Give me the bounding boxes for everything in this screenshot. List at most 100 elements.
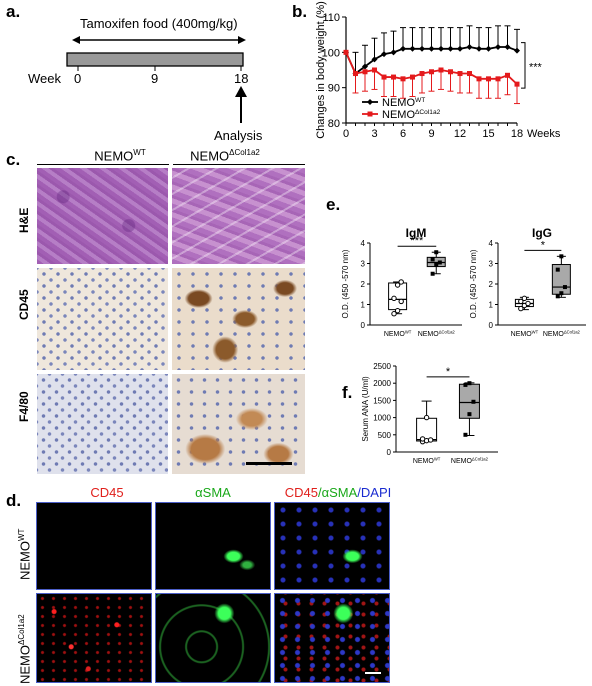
- analysis-label: Analysis: [214, 128, 263, 143]
- fluor-cd45-ko: [36, 593, 152, 683]
- he-image-ko: [172, 168, 305, 264]
- legend-label-wt-sup: WT: [415, 97, 425, 104]
- legend-label-wt: NEMOWT: [382, 97, 425, 109]
- legend-label-ko: NEMOΔCol1a2: [382, 109, 441, 121]
- significance-label: *: [446, 366, 451, 378]
- data-point-ko: [372, 67, 377, 73]
- column-header-cd45: CD45: [90, 485, 124, 500]
- he-image-wt: [37, 168, 168, 264]
- x-category-label-1: NEMOΔCol1a2: [418, 330, 456, 338]
- data-point: [430, 271, 435, 276]
- data-point: [423, 414, 430, 421]
- x-category-label-1: NEMOΔCol1a2: [451, 457, 489, 465]
- x-tick-label: 0: [343, 128, 349, 140]
- column-header-wt: NEMOWT: [94, 148, 146, 164]
- data-point-ko: [410, 74, 415, 80]
- x-category-label-1-sup: ΔCol1a2: [472, 457, 489, 462]
- f480-image-ko: [172, 374, 305, 474]
- fluor-merge-ko: [274, 593, 390, 683]
- x-category-label-0-sup: WT: [532, 330, 539, 335]
- box: [416, 417, 438, 442]
- f480-image-wt: [37, 374, 168, 474]
- data-point-ko: [486, 76, 491, 82]
- y-axis-label: Serum ANA (U/ml): [362, 376, 370, 442]
- fluor-asma-wt: [155, 502, 271, 590]
- data-point-wt: [476, 45, 482, 52]
- data-point-wt: [400, 45, 406, 52]
- fluor-cd45-wt: [36, 502, 152, 590]
- data-point-ko: [495, 76, 501, 82]
- data-point-ko: [391, 74, 396, 80]
- column-header-asma: αSMA: [195, 485, 231, 500]
- data-point: [562, 285, 567, 290]
- data-point-wt: [409, 45, 416, 52]
- x-category-label-0-base: NEMO: [384, 331, 406, 338]
- data-point-ko: [505, 72, 510, 78]
- data-point: [518, 298, 524, 305]
- x-tick-label: 15: [482, 128, 494, 140]
- week-label: Week: [28, 71, 61, 86]
- data-point: [430, 257, 435, 262]
- x-category-label-1: NEMOΔCol1a2: [543, 330, 581, 338]
- x-category-label-1-sup: ΔCol1a2: [564, 330, 581, 335]
- y-tick-label: 1: [489, 301, 494, 310]
- data-point: [427, 437, 434, 443]
- data-point-ko: [476, 76, 482, 82]
- x-tick-label: 9: [428, 128, 434, 140]
- data-point: [559, 254, 564, 259]
- row-label-cd45: CD45: [17, 289, 31, 320]
- data-point-ko: [448, 69, 453, 75]
- fluor-asma-ko: [155, 593, 271, 683]
- data-point-wt: [371, 56, 378, 63]
- row-label-he: H&E: [17, 207, 31, 233]
- data-point-wt: [362, 63, 368, 70]
- data-point-wt: [457, 45, 463, 52]
- data-point-wt: [438, 45, 444, 52]
- data-point: [471, 399, 476, 404]
- data-point-ko: [381, 74, 387, 80]
- data-point: [391, 311, 397, 317]
- fluor-scale-bar: [365, 672, 381, 674]
- y-tick-label: 500: [378, 431, 392, 440]
- column-header-ko: NEMOΔCol1a2: [190, 148, 260, 164]
- data-point: [555, 294, 560, 299]
- data-point-ko: [514, 81, 520, 87]
- y-tick-label: 3: [489, 260, 494, 269]
- y-tick-label: 1: [361, 301, 366, 310]
- x-tick-label: 18: [511, 128, 523, 140]
- tick-label-18: 18: [234, 71, 248, 86]
- data-point-ko: [353, 71, 358, 77]
- data-point-ko: [438, 67, 444, 73]
- data-point: [437, 260, 442, 265]
- y-tick-label: 100: [322, 47, 340, 59]
- legend-marker-ko: [367, 111, 373, 117]
- y-tick-label: 2: [489, 280, 494, 289]
- x-category-label-0: NEMOWT: [384, 330, 412, 338]
- y-tick-label: 1000: [373, 414, 391, 423]
- legend-label-wt-base: NEMO: [382, 97, 415, 109]
- data-point: [398, 279, 404, 285]
- timeline-bar: [66, 52, 244, 67]
- x-category-label-1-base: NEMO: [418, 331, 440, 338]
- data-point: [555, 267, 560, 272]
- column-header-merge: CD45/αSMA/DAPI: [284, 485, 392, 500]
- tick-label-0: 0: [74, 71, 81, 86]
- data-point-ko: [400, 76, 406, 82]
- y-tick-label: 3: [361, 260, 366, 269]
- data-point-ko: [457, 71, 463, 77]
- y-tick-label: 110: [322, 12, 340, 24]
- row-label-d-wt: NEMOWT: [17, 528, 33, 580]
- x-category-label-0-sup: WT: [434, 457, 441, 462]
- data-point-ko: [362, 69, 368, 75]
- data-point-ko: [343, 49, 349, 55]
- data-point-wt: [447, 45, 454, 52]
- x-category-label-1-sup: ΔCol1a2: [439, 330, 456, 335]
- x-category-label-0: NEMOWT: [511, 330, 539, 338]
- data-point: [434, 262, 439, 267]
- panel-label-a: a.: [6, 2, 21, 21]
- box: [551, 264, 571, 295]
- x-tick-label: 6: [400, 128, 406, 140]
